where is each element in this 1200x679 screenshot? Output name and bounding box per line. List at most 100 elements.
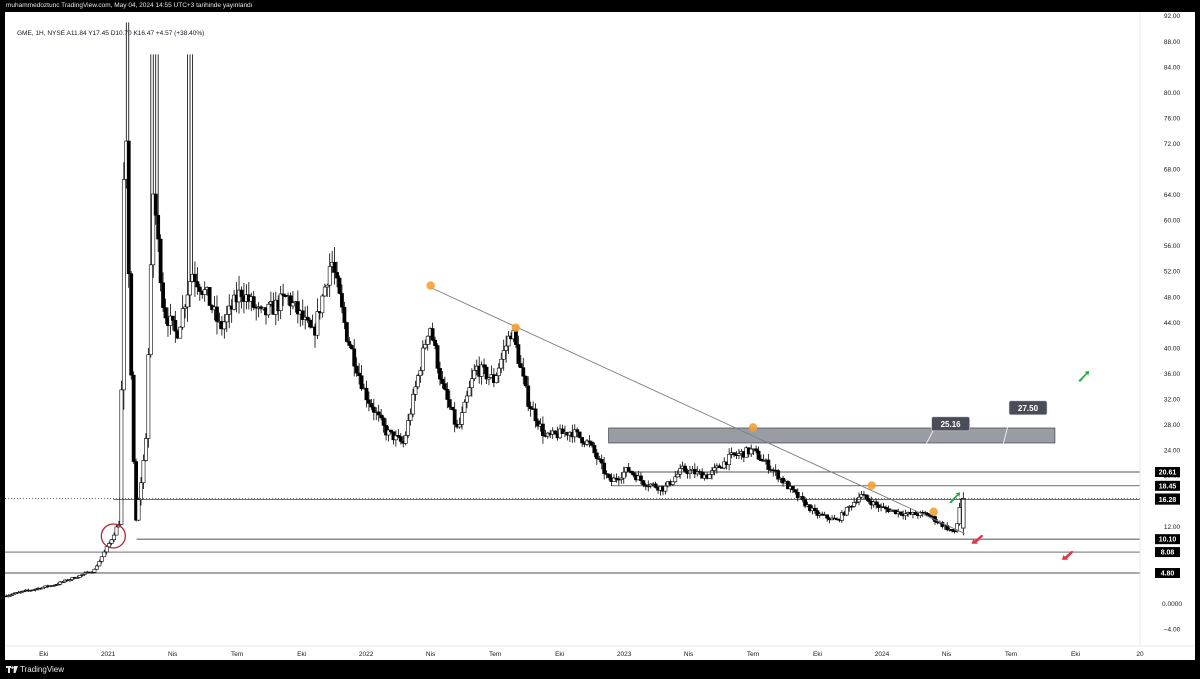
bullish-candle <box>393 435 398 441</box>
bullish-candle <box>121 179 126 391</box>
y-tick-label: 32.00 <box>1164 396 1181 403</box>
bullish-candle <box>75 577 80 579</box>
bearish-candle <box>340 293 344 308</box>
bearish-candle <box>344 322 349 342</box>
bullish-candle <box>188 281 192 296</box>
bullish-candle <box>737 453 741 456</box>
bullish-candle <box>21 590 26 593</box>
price-tag-label: 8.08 <box>1161 550 1175 557</box>
bearish-candle <box>447 399 452 408</box>
bullish-candle <box>423 344 428 349</box>
bullish-candle <box>183 306 188 309</box>
bearish-candle <box>825 514 830 519</box>
x-tick-label: Eki <box>555 651 564 658</box>
bullish-candle <box>11 593 16 596</box>
bullish-candle <box>844 506 849 516</box>
bullish-candle <box>749 448 754 455</box>
bullish-candle <box>957 507 962 525</box>
bearish-candle <box>683 465 687 472</box>
bearish-candle <box>614 477 619 480</box>
bullish-candle <box>695 471 700 475</box>
bearish-candle <box>626 467 631 472</box>
price-tag-label: 10.10 <box>1159 537 1177 544</box>
bearish-candle <box>281 293 286 296</box>
bullish-candle <box>707 474 712 479</box>
bearish-candle <box>347 341 352 346</box>
bullish-candle <box>416 375 420 388</box>
bearish-candle <box>131 374 136 462</box>
bullish-candle <box>403 435 408 444</box>
y-tick-label: 92.00 <box>1164 13 1181 20</box>
x-tick-label: Nis <box>168 651 178 658</box>
y-tick-label: 36.00 <box>1164 371 1181 378</box>
bearish-candle <box>808 504 812 512</box>
bearish-candle <box>305 316 310 321</box>
x-tick-label: Eki <box>1071 651 1080 658</box>
bullish-candle <box>854 501 859 504</box>
bullish-candle <box>457 424 462 428</box>
last-candle <box>961 498 966 529</box>
bullish-candle <box>420 347 425 371</box>
y-tick-label: 72.00 <box>1164 141 1181 148</box>
bullish-candle <box>97 561 102 567</box>
tradingview-logo-icon <box>6 666 18 673</box>
bullish-candle <box>19 591 23 593</box>
price-tag-label: 18.45 <box>1159 483 1177 490</box>
bearish-candle <box>898 511 903 515</box>
y-tick-label: −4.00 <box>1164 626 1181 633</box>
bullish-candle <box>202 289 207 295</box>
bullish-candle <box>77 575 82 578</box>
bearish-candle <box>163 307 168 319</box>
x-tick-label: Nis <box>426 651 436 658</box>
bullish-candle <box>469 378 474 388</box>
bearish-candle <box>781 477 785 484</box>
bullish-candle <box>278 293 283 311</box>
x-tick-label: Nis <box>684 651 694 658</box>
bullish-candle <box>151 193 156 266</box>
bearish-candle <box>450 406 455 410</box>
bearish-candle <box>352 348 357 367</box>
bearish-candle <box>923 512 928 514</box>
bullish-candle <box>320 295 325 314</box>
callout-box <box>931 416 970 432</box>
bearish-candle <box>754 448 758 452</box>
arrow-shape <box>1078 370 1090 382</box>
candlestick-chart[interactable]: 25.16 27.50 92.00 88.00 84.00 80.00 76.00 72.00… <box>5 12 1195 660</box>
tradingview-brand[interactable]: TradingView <box>20 665 65 674</box>
bullish-candle <box>852 502 857 507</box>
bearish-candle <box>207 287 212 306</box>
bearish-candle <box>533 408 538 422</box>
green-up-arrow-icon <box>949 492 961 504</box>
bullish-candle <box>501 350 506 360</box>
bearish-candle <box>337 277 342 294</box>
y-tick-label: 64.00 <box>1164 192 1181 199</box>
bullish-candle <box>222 321 227 330</box>
bearish-candle <box>134 461 139 521</box>
bullish-candle <box>712 467 717 471</box>
bearish-candle <box>575 429 580 433</box>
bearish-candle <box>430 328 435 341</box>
bullish-candle <box>839 512 844 521</box>
bullish-candle <box>144 438 148 461</box>
y-tick-label: 28.00 <box>1164 422 1181 429</box>
bearish-candle <box>215 306 219 322</box>
bullish-candle <box>185 294 190 308</box>
bearish-candle <box>874 501 879 506</box>
bullish-candle <box>141 460 146 484</box>
bearish-candle <box>597 458 602 460</box>
bearish-candle <box>156 214 161 240</box>
chart-plot-area[interactable]: 25.16 27.50 92.00 88.00 84.00 80.00 76.00 72.00… <box>5 12 1195 660</box>
pivot-marker <box>867 481 876 490</box>
bullish-candle <box>136 499 141 521</box>
bearish-candle <box>389 429 393 433</box>
bearish-candle <box>795 491 800 499</box>
x-tick-label: Eki <box>813 651 822 658</box>
price-tag-bg <box>1155 480 1180 491</box>
bearish-candle <box>928 515 932 517</box>
bullish-candle <box>496 367 501 376</box>
bearish-candle <box>308 319 312 328</box>
bullish-candle <box>325 284 330 288</box>
price-axis-strip <box>1140 12 1195 660</box>
pivot-marker <box>748 423 758 432</box>
bullish-candle <box>315 311 320 336</box>
